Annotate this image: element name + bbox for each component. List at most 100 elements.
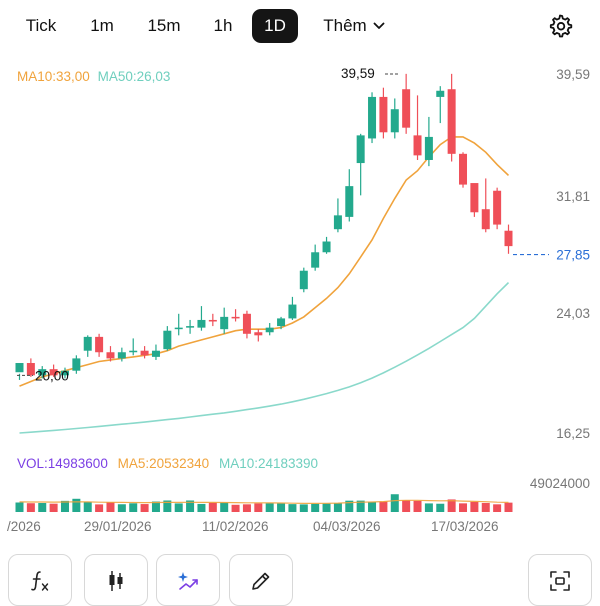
volume-bar [345, 500, 354, 512]
candle [60, 367, 69, 379]
tab-1d-label: 1D [264, 16, 286, 35]
candle-body [106, 352, 115, 359]
ai-analysis-button[interactable] [156, 554, 220, 606]
timeframe-tabbar: Tick 1m 15m 1h 1D Thêm [0, 0, 600, 52]
candle [504, 224, 513, 254]
candle [197, 306, 206, 331]
candle-body [49, 369, 58, 376]
volume-legend: VOL:14983600 MA5:20532340 MA10:24183390 [17, 456, 318, 471]
volume-bar [151, 501, 160, 512]
volume-bar [49, 503, 58, 512]
volume-bar [163, 500, 172, 512]
tab-1d[interactable]: 1D [252, 9, 298, 43]
candle-body [436, 90, 445, 97]
candle-body [95, 336, 104, 353]
date-axis-label: 11/02/2026 [202, 519, 269, 534]
candlestick-icon [109, 571, 123, 591]
candle-body [265, 327, 274, 333]
candle-body [504, 230, 513, 247]
candle [447, 73, 456, 162]
candle [242, 310, 251, 339]
candle [390, 98, 399, 139]
volume-bar [231, 504, 240, 512]
price-chart[interactable]: 39,59 31,81 24,03 16,25 49024000 27,85 3… [0, 0, 600, 545]
candle [277, 316, 286, 330]
candle-body [345, 186, 354, 217]
candle [424, 116, 433, 167]
candle [163, 326, 172, 351]
candle [265, 323, 274, 336]
volume-bar [277, 503, 286, 512]
volume-bar [424, 503, 433, 512]
candle-body [220, 316, 229, 330]
low-price-label: 20,00 [35, 368, 69, 383]
chart-type-button[interactable] [84, 554, 148, 606]
volume-axis-label: 49024000 [530, 476, 590, 491]
volume-bar [220, 502, 229, 512]
candle-body [26, 363, 35, 376]
price-axis-label: 39,59 [556, 67, 590, 82]
candle-body [197, 319, 206, 328]
tab-1h[interactable]: 1h [202, 9, 244, 43]
ma50-legend: MA50:26,03 [97, 69, 171, 84]
candle-body [38, 369, 47, 376]
volume-bar [106, 502, 115, 512]
fullscreen-button[interactable] [528, 554, 592, 606]
tab-more-label: Thêm [323, 16, 367, 35]
candle-body [322, 241, 331, 253]
candle [220, 307, 229, 334]
candle [129, 338, 138, 356]
vol-ma5-legend: MA5:20532340 [117, 456, 210, 471]
volume-bar [493, 504, 502, 512]
date-axis-labels: /2026 29/01/2026 11/02/2026 04/03/2026 1… [7, 519, 499, 534]
candle-body [413, 135, 422, 156]
indicator-button[interactable] [8, 554, 72, 606]
volume-bar [254, 503, 263, 512]
volume-bar [299, 504, 308, 512]
tab-15m[interactable]: 15m [138, 9, 190, 43]
candle [117, 347, 126, 362]
price-axis-labels: 39,59 31,81 24,03 16,25 49024000 [530, 67, 590, 491]
candle [288, 296, 297, 320]
tab-more[interactable]: Thêm [312, 9, 396, 43]
candle [493, 187, 502, 230]
candle-body [424, 136, 433, 160]
candle [402, 73, 411, 134]
volume-bar [402, 500, 411, 512]
volume-bar [379, 501, 388, 512]
candle [231, 309, 240, 322]
volume-bar [470, 501, 479, 512]
chevron-down-icon [373, 9, 385, 43]
candle [459, 152, 468, 188]
gear-icon[interactable] [546, 12, 574, 40]
volume-bar [208, 502, 217, 512]
volume-bar [436, 503, 445, 512]
candle [413, 95, 422, 160]
candle [49, 364, 58, 377]
volume-bar [38, 503, 47, 512]
volume-bar [265, 503, 274, 512]
draw-button[interactable] [229, 554, 293, 606]
candle [151, 344, 160, 360]
volume-bar [242, 504, 251, 512]
volume-bar [481, 502, 490, 512]
candle [356, 133, 365, 196]
sparkle-chart-icon [178, 572, 198, 590]
tab-1h-label: 1h [213, 16, 233, 35]
candle-body [402, 89, 411, 128]
vol-ma10-legend: MA10:24183390 [218, 456, 319, 471]
volume-bar [174, 503, 183, 512]
tab-1m[interactable]: 1m [80, 9, 124, 43]
volume-bar [322, 503, 331, 512]
candle-body [60, 370, 69, 376]
tab-tick[interactable]: Tick [14, 9, 68, 43]
candle-body [129, 350, 138, 353]
volume-ma-line [19, 499, 509, 504]
candle-body [83, 336, 92, 351]
candle-body [356, 135, 365, 164]
candle [333, 198, 342, 233]
candle-body [15, 363, 24, 373]
candle-body [163, 330, 172, 350]
candle [311, 244, 320, 271]
candle [95, 333, 104, 357]
